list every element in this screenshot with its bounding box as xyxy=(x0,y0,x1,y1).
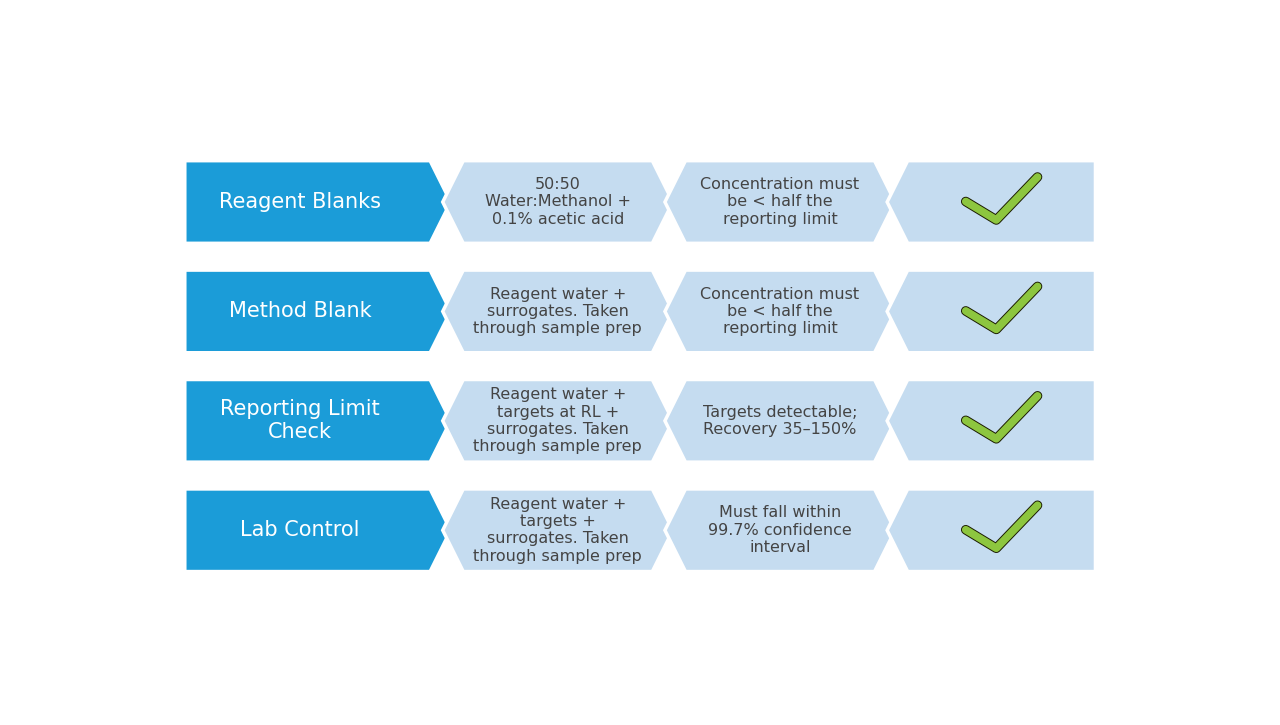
Text: Concentration must
be < half the
reporting limit: Concentration must be < half the reporti… xyxy=(700,177,860,227)
Polygon shape xyxy=(887,161,1096,244)
Polygon shape xyxy=(184,379,451,462)
Text: 50:50
Water:Methanol +
0.1% acetic acid: 50:50 Water:Methanol + 0.1% acetic acid xyxy=(485,177,631,227)
Text: Method Blank: Method Blank xyxy=(229,302,371,321)
Polygon shape xyxy=(664,270,895,353)
Polygon shape xyxy=(184,489,451,571)
Polygon shape xyxy=(887,489,1096,571)
Polygon shape xyxy=(887,379,1096,462)
Text: Reagent water +
surrogates. Taken
through sample prep: Reagent water + surrogates. Taken throug… xyxy=(474,286,643,336)
Text: Reporting Limit
Check: Reporting Limit Check xyxy=(220,399,380,442)
Text: Targets detectable;
Recovery 35–150%: Targets detectable; Recovery 35–150% xyxy=(703,405,858,437)
Text: Reagent water +
targets +
surrogates. Taken
through sample prep: Reagent water + targets + surrogates. Ta… xyxy=(474,497,643,564)
Text: Lab Control: Lab Control xyxy=(241,521,360,540)
Text: Concentration must
be < half the
reporting limit: Concentration must be < half the reporti… xyxy=(700,286,860,336)
Polygon shape xyxy=(887,270,1096,353)
Text: Reagent water +
targets at RL +
surrogates. Taken
through sample prep: Reagent water + targets at RL + surrogat… xyxy=(474,387,643,455)
Polygon shape xyxy=(184,270,451,353)
Text: Must fall within
99.7% confidence
interval: Must fall within 99.7% confidence interv… xyxy=(708,505,852,555)
Polygon shape xyxy=(443,489,673,571)
Polygon shape xyxy=(664,489,895,571)
Polygon shape xyxy=(664,161,895,244)
Text: Reagent Blanks: Reagent Blanks xyxy=(219,192,381,212)
Polygon shape xyxy=(184,161,451,244)
Polygon shape xyxy=(443,270,673,353)
Polygon shape xyxy=(664,379,895,462)
Polygon shape xyxy=(443,161,673,244)
Polygon shape xyxy=(443,379,673,462)
